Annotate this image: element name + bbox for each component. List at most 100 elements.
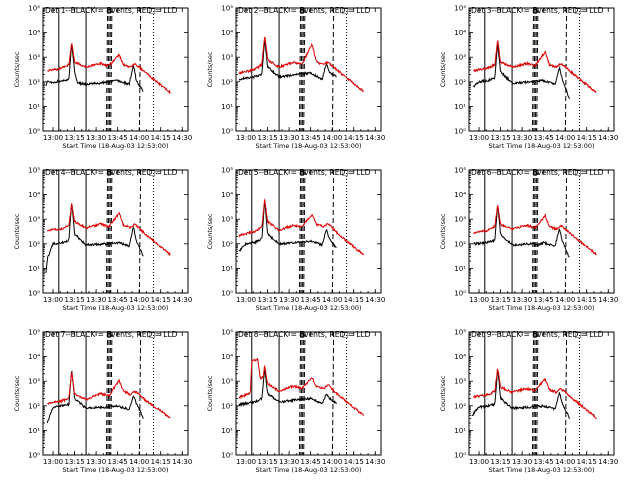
dashed-vline — [301, 332, 304, 455]
panel-title: Det 9--BLACK = Events, RED = LLD — [471, 330, 604, 339]
series-events-line — [238, 39, 337, 81]
y-tick-label: 10¹ — [28, 265, 40, 273]
dashed-vline — [108, 332, 111, 455]
dashed-vline — [105, 332, 109, 455]
x-tick-label: 14:30 — [365, 458, 385, 466]
x-tick-label: 13:00 — [236, 296, 256, 304]
marker-label: □ — [575, 7, 582, 15]
dashed-vline — [303, 170, 306, 293]
panel-title: Det 7--BLACK = Events, RED = LLD — [45, 330, 178, 339]
marker-label: □ — [342, 169, 349, 177]
y-axis-label: Counts/sec — [206, 375, 214, 411]
y-tick-label: 10³ — [28, 378, 40, 386]
x-tick-label: 14:15 — [577, 296, 597, 304]
x-axis-label: Start Time (18-Aug-03 12:53:00) — [62, 142, 168, 150]
x-tick-label: 14:30 — [365, 296, 385, 304]
panel-det-6 — [473, 170, 597, 293]
dashed-vline — [300, 170, 303, 293]
y-tick-label: 10⁴ — [454, 353, 466, 361]
series-lld-line — [238, 198, 364, 256]
y-tick-label: 10³ — [454, 54, 466, 62]
dashed-vline — [331, 170, 335, 293]
y-tick-label: 10⁵ — [28, 167, 40, 175]
x-tick-label: 13:00 — [43, 458, 63, 466]
series-events-line — [45, 203, 144, 274]
x-tick-label: 13:15 — [64, 458, 84, 466]
y-tick-label: 10¹ — [28, 427, 40, 435]
marker-label: O — [532, 8, 538, 16]
marker-label: □ — [342, 7, 349, 15]
dashed-vline — [138, 170, 142, 293]
x-tick-label: 14:00 — [322, 458, 342, 466]
y-tick-label: 10⁰ — [454, 290, 466, 298]
marker-label: □ — [149, 169, 156, 177]
x-tick-label: 14:00 — [322, 134, 342, 142]
dashed-vline — [564, 8, 568, 131]
series-lld-line — [238, 357, 364, 416]
x-tick-label: 13:00 — [236, 134, 256, 142]
y-axis-label: Counts/sec — [13, 375, 21, 411]
dashed-vline — [331, 8, 335, 131]
x-axis-label: Start Time (18-Aug-03 12:53:00) — [62, 304, 168, 312]
series-lld-line — [238, 36, 364, 93]
x-tick-label: 14:15 — [577, 458, 597, 466]
y-tick-label: 10² — [454, 240, 466, 248]
marker-label: □ — [149, 331, 156, 339]
dashed-vline — [303, 8, 306, 131]
x-tick-label: 13:30 — [512, 296, 532, 304]
y-axis-label: Counts/sec — [439, 375, 447, 411]
series-lld-line — [473, 205, 597, 256]
dashed-vline — [534, 170, 537, 293]
x-tick-label: 14:15 — [344, 134, 364, 142]
series-lld-line — [47, 42, 171, 95]
dashed-vline — [564, 170, 568, 293]
dashed-vline — [531, 8, 535, 131]
y-tick-label: 10⁵ — [454, 329, 466, 337]
panel-det-8 — [238, 332, 364, 455]
dashed-vline — [536, 332, 539, 455]
x-tick-label: 13:30 — [86, 296, 106, 304]
y-tick-label: 10³ — [221, 54, 233, 62]
y-tick-label: 10⁰ — [454, 452, 466, 460]
panel-det-9 — [471, 332, 597, 455]
x-axis-label: Start Time (18-Aug-03 12:53:00) — [488, 304, 594, 312]
x-tick-label: 13:00 — [236, 458, 256, 466]
x-tick-label: 13:45 — [534, 134, 554, 142]
y-tick-label: 10⁵ — [28, 329, 40, 337]
panel-title: Det 3--BLACK = Events, RED = LLD — [471, 6, 604, 15]
x-tick-label: 13:15 — [490, 458, 510, 466]
x-tick-label: 13:45 — [301, 458, 321, 466]
marker-label: O — [299, 170, 305, 178]
y-tick-label: 10⁰ — [221, 128, 233, 136]
marker-label: O — [532, 170, 538, 178]
panel-det-1 — [45, 8, 171, 131]
y-tick-label: 10² — [454, 78, 466, 86]
x-tick-label: 13:45 — [108, 458, 128, 466]
x-tick-label: 13:30 — [279, 296, 299, 304]
series-events-line — [471, 368, 570, 420]
y-tick-label: 10⁴ — [454, 29, 466, 37]
y-tick-label: 10⁵ — [221, 329, 233, 337]
y-tick-label: 10⁰ — [28, 290, 40, 298]
marker-label: O — [299, 8, 305, 16]
x-tick-label: 14:15 — [344, 458, 364, 466]
y-tick-label: 10⁴ — [28, 29, 40, 37]
marker-label: O — [532, 332, 538, 340]
dashed-vline — [107, 170, 110, 293]
x-tick-label: 13:30 — [279, 458, 299, 466]
y-tick-label: 10⁰ — [454, 128, 466, 136]
x-tick-label: 13:15 — [64, 296, 84, 304]
x-tick-label: 14:30 — [172, 296, 192, 304]
x-tick-label: 14:00 — [129, 458, 149, 466]
x-axis-label: Start Time (18-Aug-03 12:53:00) — [62, 466, 168, 474]
y-tick-label: 10¹ — [28, 103, 40, 111]
x-tick-label: 13:00 — [469, 458, 489, 466]
dashed-vline — [110, 8, 113, 131]
x-tick-label: 13:00 — [469, 134, 489, 142]
y-tick-label: 10⁰ — [28, 128, 40, 136]
x-tick-label: 13:00 — [43, 296, 63, 304]
y-tick-label: 10² — [221, 78, 233, 86]
x-tick-label: 14:15 — [151, 296, 171, 304]
dashed-vline — [298, 8, 302, 131]
dashed-vline — [564, 332, 568, 455]
